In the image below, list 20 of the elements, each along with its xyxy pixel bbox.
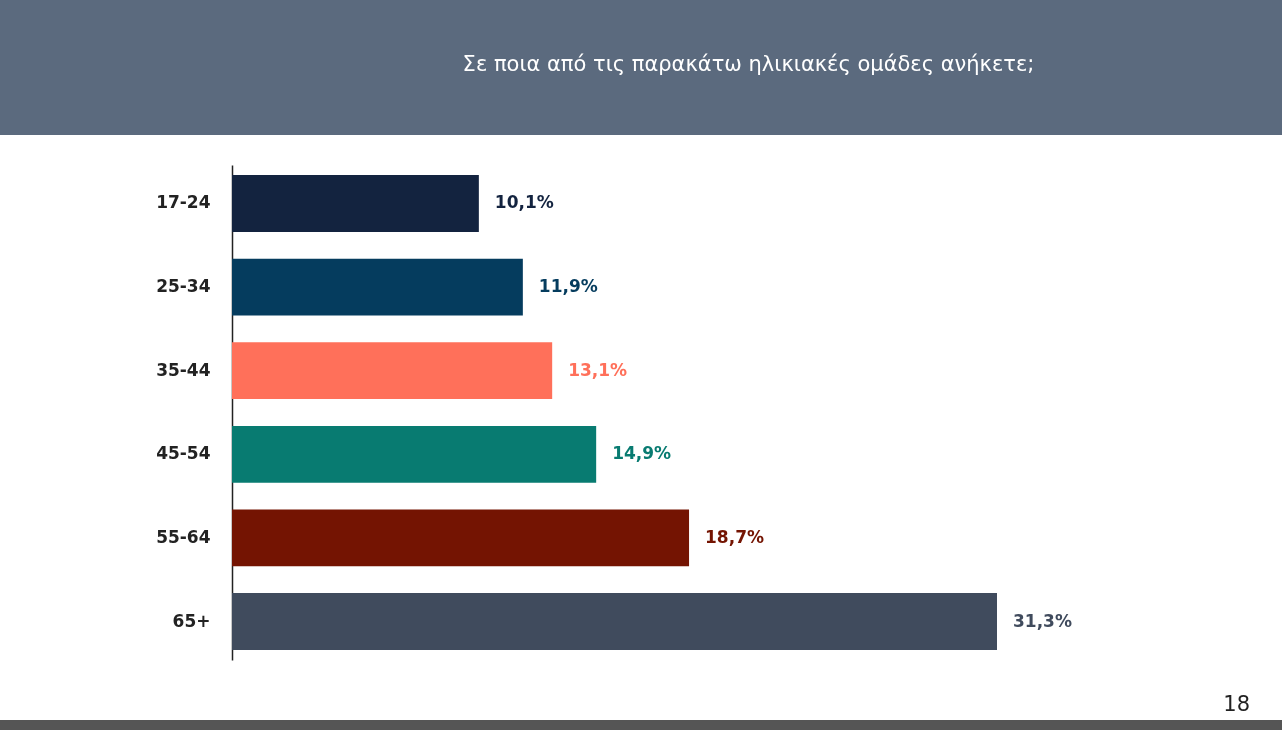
y-tick-label: 55-64 [156, 526, 211, 547]
data-label: 13,1% [568, 359, 628, 380]
y-tick-label: 65+ [172, 610, 211, 631]
data-label: 18,7% [705, 526, 765, 547]
bar [232, 258, 523, 316]
data-label: 11,9% [538, 276, 598, 297]
y-tick-label: 45-54 [156, 443, 211, 464]
y-tick-label: 25-34 [156, 276, 211, 297]
bar [232, 175, 479, 232]
text: 18 [1223, 692, 1250, 716]
bar [232, 342, 553, 400]
chart-title: Σε ποια από τις παρακάτω ηλικιακές ομάδες ανήκετε; [461, 52, 1036, 76]
y-tick-label: 35-44 [156, 359, 211, 380]
bar [232, 593, 997, 650]
bar [232, 509, 690, 567]
y-tick-label: 17-24 [156, 192, 211, 213]
data-label: 31,3% [1013, 610, 1072, 631]
data-label: 14,9% [612, 443, 672, 464]
data-label: 10,1% [494, 192, 554, 213]
bar [232, 425, 597, 483]
